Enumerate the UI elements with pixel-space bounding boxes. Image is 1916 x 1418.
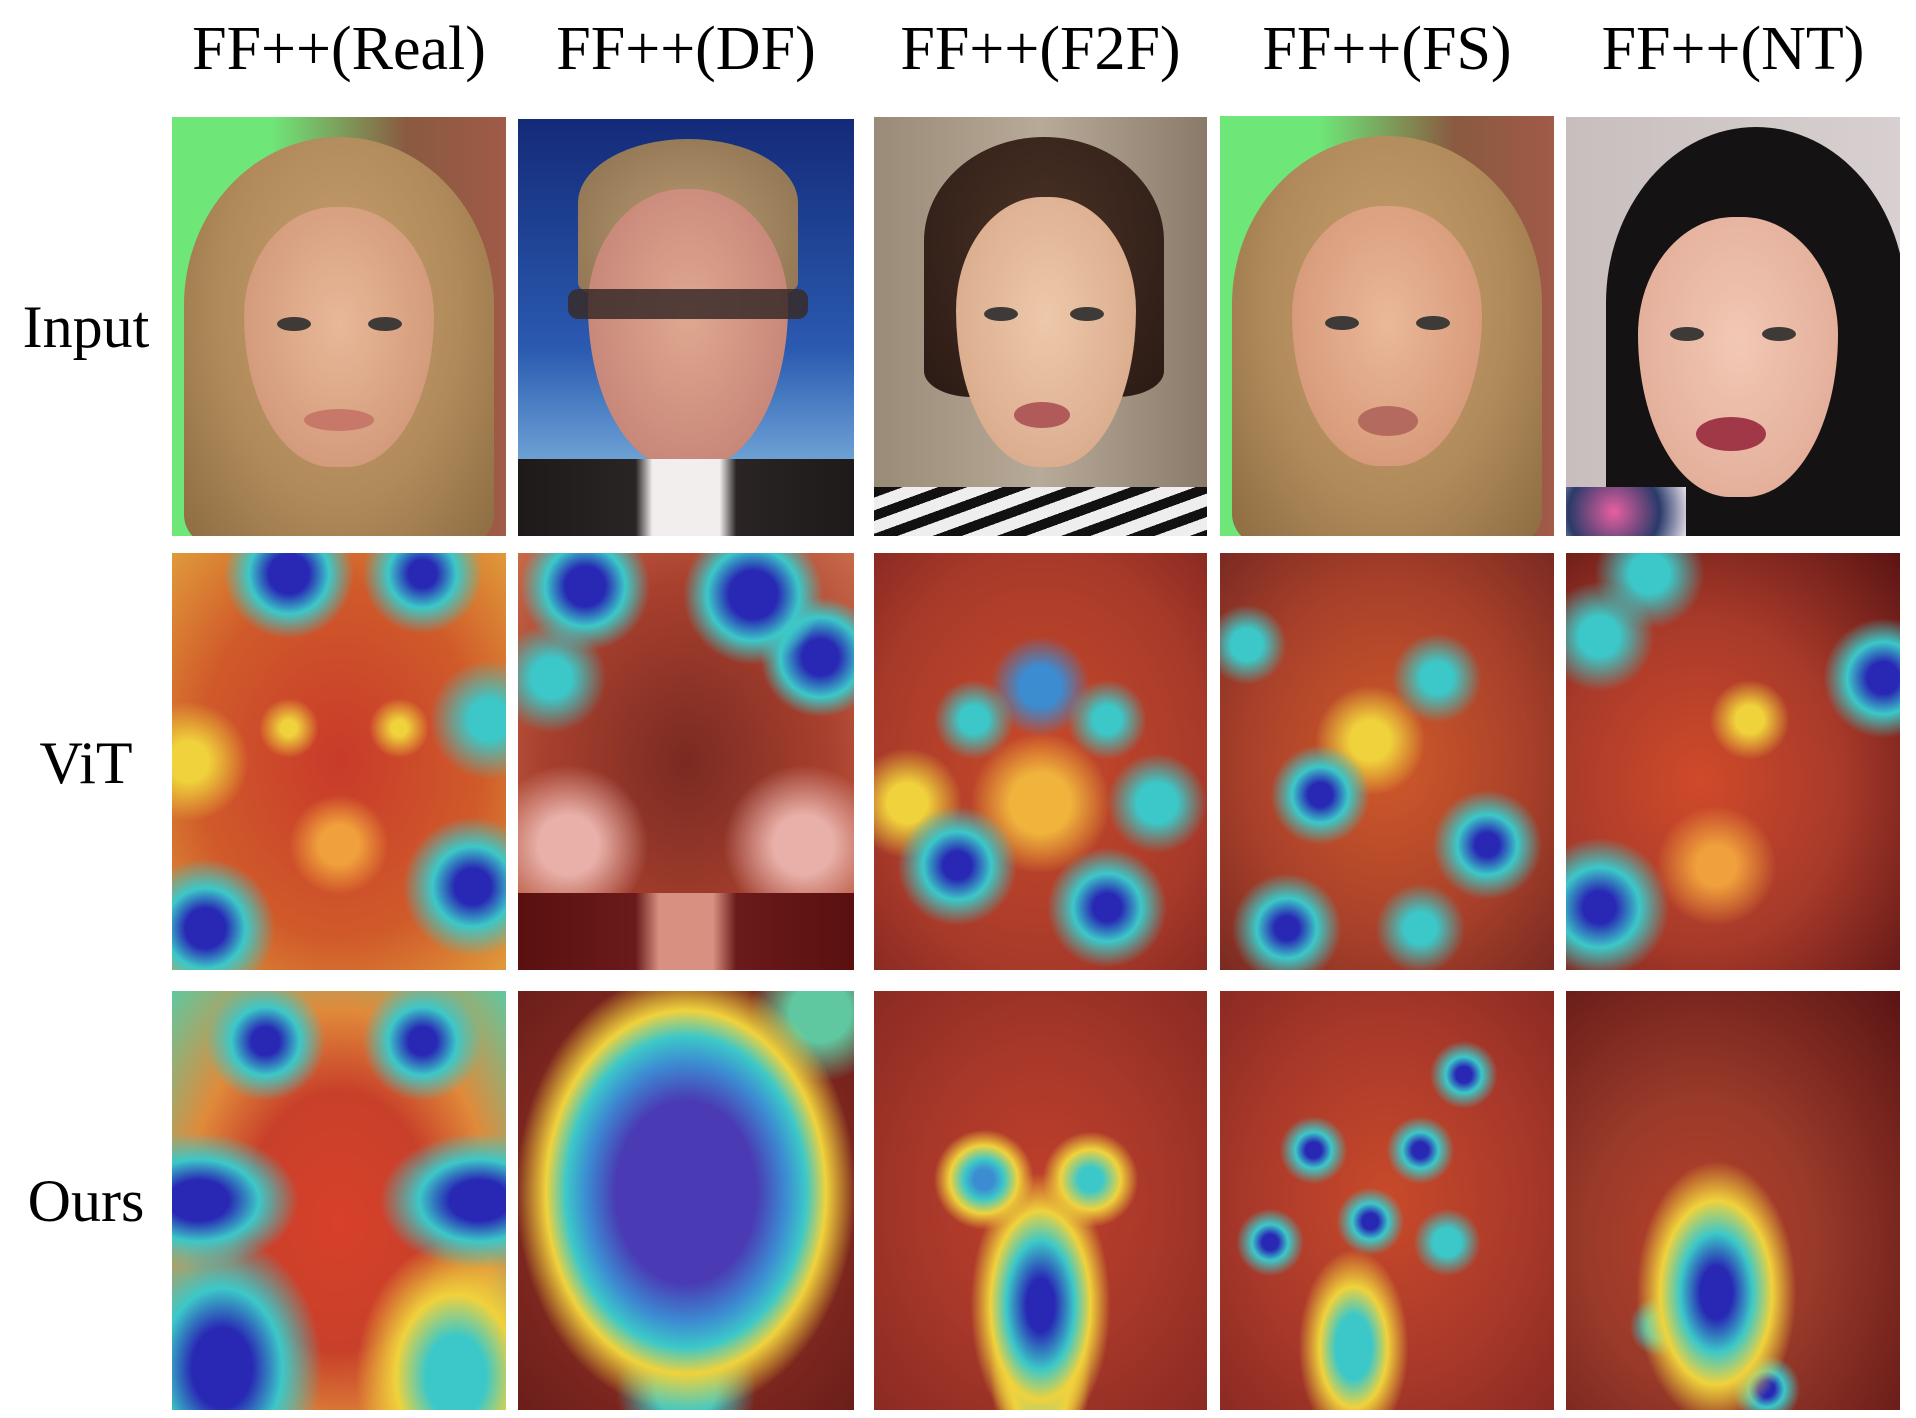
vit-heatmap-nt bbox=[1566, 553, 1900, 970]
vit-heatmap-f2f bbox=[874, 553, 1207, 970]
column-header-nt: FF++(NT) bbox=[1601, 15, 1865, 83]
ours-heatmap-df bbox=[518, 991, 854, 1410]
row-label-input: Input bbox=[22, 294, 150, 360]
column-header-f2f: FF++(F2F) bbox=[900, 15, 1181, 83]
row-label-ours: Ours bbox=[27, 1168, 145, 1234]
ours-heatmap-f2f bbox=[874, 991, 1207, 1410]
input-image-real bbox=[172, 117, 506, 536]
input-image-nt bbox=[1566, 117, 1900, 536]
input-image-fs bbox=[1220, 116, 1554, 536]
row-label-vit: ViT bbox=[39, 730, 133, 796]
vit-heatmap-fs bbox=[1220, 553, 1554, 970]
vit-heatmap-real bbox=[172, 553, 506, 970]
column-header-fs: FF++(FS) bbox=[1262, 15, 1512, 83]
input-image-f2f bbox=[874, 117, 1207, 536]
ours-heatmap-fs bbox=[1220, 991, 1554, 1410]
column-header-real: FF++(Real) bbox=[192, 15, 486, 83]
column-header-df: FF++(DF) bbox=[556, 15, 816, 83]
ours-heatmap-nt bbox=[1566, 991, 1900, 1410]
vit-heatmap-df bbox=[518, 553, 854, 970]
input-image-df bbox=[518, 119, 854, 536]
ours-heatmap-real bbox=[172, 991, 506, 1410]
